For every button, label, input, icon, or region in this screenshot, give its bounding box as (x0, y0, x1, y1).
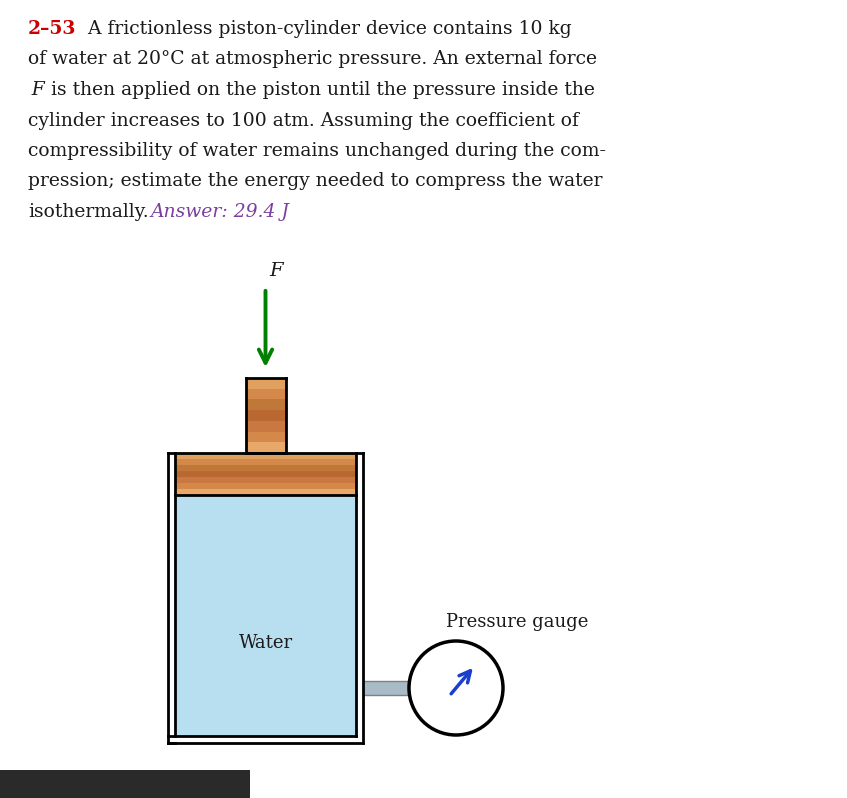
Bar (175, 483, 356, 489)
Bar (246, 442, 285, 453)
Bar (363, 681, 408, 695)
Bar (175, 495, 356, 736)
Text: cylinder increases to 100 atm. Assuming the coefficient of: cylinder increases to 100 atm. Assuming … (28, 112, 579, 129)
Bar (246, 400, 285, 410)
Bar (175, 453, 356, 459)
Text: F: F (269, 262, 283, 280)
Text: of water at 20°C at atmospheric pressure. An external force: of water at 20°C at atmospheric pressure… (28, 50, 597, 69)
Bar (175, 477, 356, 483)
Bar (175, 465, 356, 471)
Bar (0, 770, 250, 798)
Bar (246, 432, 285, 442)
Bar (175, 489, 356, 495)
Bar (246, 421, 285, 432)
Bar (246, 389, 285, 400)
Text: Pressure gauge: Pressure gauge (446, 613, 589, 631)
Text: compressibility of water remains unchanged during the com-: compressibility of water remains unchang… (28, 142, 606, 160)
Bar (246, 410, 285, 421)
Text: Answer: 29.4 J: Answer: 29.4 J (150, 203, 289, 221)
Bar (175, 471, 356, 477)
Text: 2–53: 2–53 (28, 20, 76, 38)
Text: isothermally.: isothermally. (28, 203, 148, 221)
Bar (246, 378, 285, 389)
Text: A frictionless piston-cylinder device contains 10 kg: A frictionless piston-cylinder device co… (76, 20, 572, 38)
Circle shape (409, 641, 503, 735)
Text: pression; estimate the energy needed to compress the water: pression; estimate the energy needed to … (28, 172, 602, 191)
Bar (175, 459, 356, 465)
Text: Water: Water (239, 634, 292, 652)
Text: F: F (28, 81, 45, 99)
Text: is then applied on the piston until the pressure inside the: is then applied on the piston until the … (45, 81, 595, 99)
